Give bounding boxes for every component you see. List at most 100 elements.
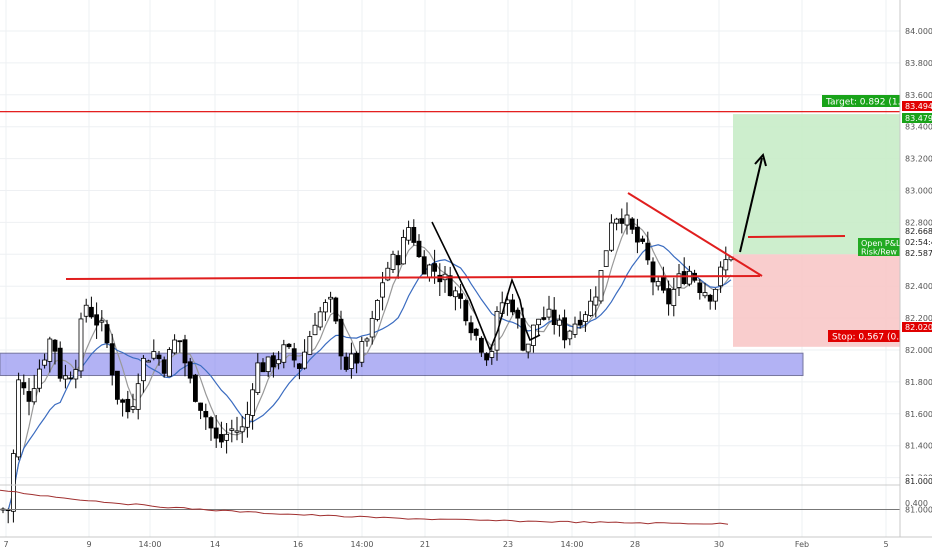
candle-body	[291, 348, 297, 361]
time-tick-label: Feb	[795, 540, 809, 549]
price-badge-text-current_lower: 82.587	[905, 249, 932, 258]
price-tick-label: 81.400	[905, 442, 932, 451]
candle-body	[63, 375, 68, 380]
candle-body	[536, 318, 541, 326]
time-tick-label: 14	[210, 540, 220, 549]
candle-body	[265, 356, 271, 372]
wave-drawing	[431, 221, 541, 353]
candle-body	[47, 338, 53, 362]
price-tick-label: 83.000	[905, 187, 932, 196]
candle-body	[354, 352, 360, 364]
price-badge-text-resistance: 83.494	[905, 102, 932, 111]
descending-trendline	[627, 192, 763, 277]
candle-body	[16, 379, 22, 458]
candle-body	[614, 218, 619, 224]
time-tick-label: 28	[630, 540, 640, 549]
candle-body	[567, 330, 573, 340]
candle-body	[83, 304, 89, 317]
time-axis[interactable]: 7 9 14:00 14 16 14:00 21 23 14:00 28 30 Feb 5	[0, 536, 932, 549]
price-tick-label: 82.000	[905, 346, 932, 355]
candle-body	[713, 288, 718, 302]
candle-body	[31, 388, 37, 403]
candle-body	[666, 288, 671, 305]
candle-body	[182, 339, 188, 364]
candle-body	[510, 299, 516, 313]
candle-body	[624, 214, 630, 226]
price-badge-text-countdown: 02:54:42	[905, 238, 932, 247]
candle-body	[42, 359, 47, 366]
candle-body	[416, 240, 422, 258]
candle-body	[302, 351, 308, 369]
price-tick-label: 83.800	[905, 59, 932, 68]
candle-body	[192, 374, 198, 402]
candle-body	[650, 261, 656, 283]
price-tick-label: 82.800	[905, 218, 932, 227]
candle-body	[546, 308, 552, 318]
candle-body	[374, 300, 380, 320]
candle-body	[234, 430, 240, 433]
price-tick-label: 83.400	[905, 123, 932, 132]
candle-body	[135, 383, 141, 410]
candle-body	[26, 391, 32, 402]
candle-body	[400, 237, 406, 265]
indicator-line	[0, 489, 729, 525]
price-badge-text-current_upper: 82.668	[905, 227, 932, 236]
candle-body	[286, 343, 292, 348]
candle-body	[583, 314, 588, 322]
candle-body	[130, 406, 136, 410]
candle-body	[229, 428, 235, 431]
candle-body	[557, 319, 562, 326]
candle-body	[198, 402, 204, 411]
time-tick-label: 14:00	[560, 540, 583, 549]
candle-body	[89, 306, 94, 318]
price-tick-label: 81.800	[905, 378, 932, 387]
price-badge-stop	[902, 322, 932, 332]
candle-body	[531, 324, 536, 346]
candle-body	[484, 353, 490, 361]
candle-body	[239, 426, 245, 433]
stop-label: Stop: 0.567 (0.69	[832, 333, 911, 343]
price-badge-text-low: 81.000	[905, 477, 932, 486]
time-tick-label: 7	[3, 540, 8, 549]
candle-body	[177, 340, 183, 343]
candle-body	[250, 389, 256, 416]
price-axis[interactable]: 84.000 83.800 83.600 83.400 83.200 83.000 82.8…	[899, 0, 932, 537]
time-tick-label: 14:00	[138, 540, 161, 549]
price-tick-label: 82.400	[905, 282, 932, 291]
candle-body	[541, 317, 547, 320]
candle-body	[369, 318, 375, 338]
candle-body	[224, 433, 230, 441]
candle-body	[203, 411, 209, 418]
candle-body	[437, 274, 443, 283]
candle-body	[489, 351, 495, 358]
target-label: Target: 0.892 (1.08	[825, 98, 912, 108]
ma-fast-line	[2, 221, 732, 511]
zones	[0, 114, 900, 377]
price-tick-label: 82.200	[905, 314, 932, 323]
candle-body	[73, 369, 79, 380]
candle-body	[21, 382, 27, 389]
candle-body	[270, 355, 276, 368]
pnl-label: Open P&L	[861, 239, 901, 248]
candle-body	[588, 300, 593, 316]
price-badge-current_upper	[902, 226, 932, 236]
indicator-tick-label: 0.400	[905, 499, 928, 508]
time-tick-label: 14:00	[350, 540, 373, 549]
candle-body	[338, 318, 344, 357]
candle-body	[645, 242, 651, 261]
candle-body	[411, 227, 417, 243]
candle-body	[109, 343, 115, 376]
candle-body	[359, 341, 365, 363]
price-tick-label: 84.000	[905, 27, 932, 36]
candle-body	[276, 359, 282, 365]
candle-body	[166, 349, 172, 377]
target-label-box	[822, 95, 900, 107]
candle-body	[146, 360, 152, 363]
time-tick-label: 5	[883, 540, 888, 549]
projection-arrow-head	[754, 152, 767, 167]
candle-body	[115, 370, 120, 400]
candle-body	[406, 227, 412, 241]
candle-body	[473, 328, 479, 336]
